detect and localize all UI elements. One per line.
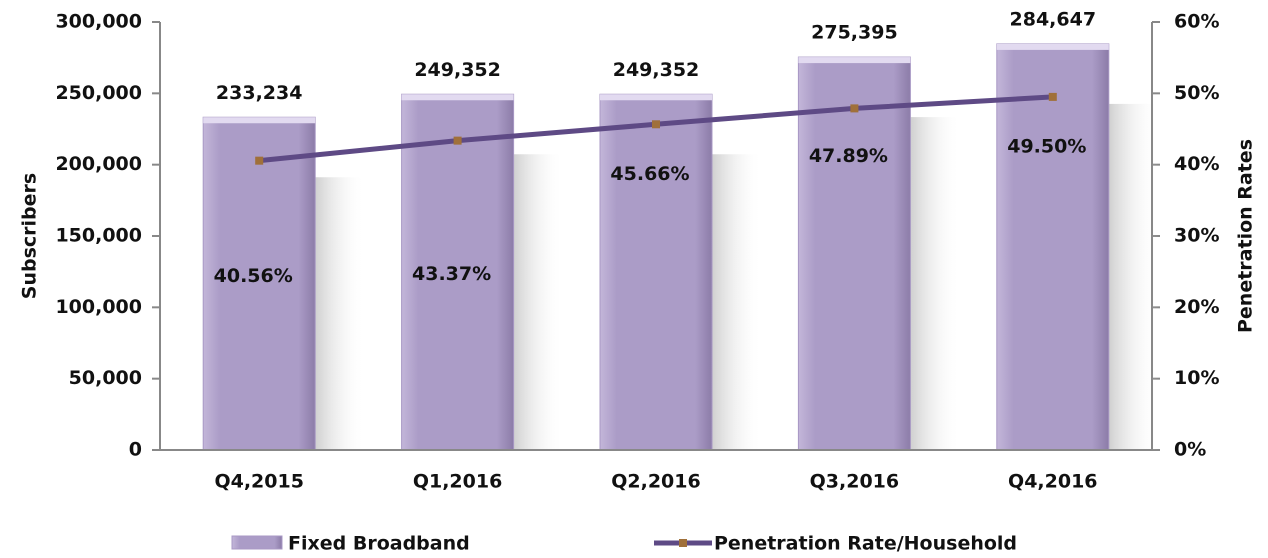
y2-tick-label: 40% xyxy=(1174,153,1219,175)
y-tick-label: 100,000 xyxy=(55,296,142,318)
y-tick-label: 300,000 xyxy=(55,11,142,33)
legend-marker xyxy=(679,539,687,547)
line-marker xyxy=(1048,92,1057,101)
legend-label: Penetration Rate/Household xyxy=(714,533,1017,555)
bar xyxy=(797,56,911,451)
bar-shadow xyxy=(910,117,961,450)
y2-tick-label: 10% xyxy=(1174,367,1219,389)
bar-label: 284,647 xyxy=(1010,8,1097,30)
bar-shadow xyxy=(712,154,762,450)
y-tick-label: 0 xyxy=(129,439,142,461)
bar-label: 249,352 xyxy=(613,59,700,81)
line-marker xyxy=(255,156,264,165)
bar-top xyxy=(203,117,316,124)
x-tick-label: Q3,2016 xyxy=(810,471,899,493)
y2-tick-label: 60% xyxy=(1174,11,1219,33)
bar xyxy=(996,43,1110,451)
y2-axis-title: Penetration Rates xyxy=(1235,139,1257,333)
x-tick-label: Q4,2016 xyxy=(1008,471,1097,493)
y-tick-label: 150,000 xyxy=(55,225,142,247)
legend-swatch-bar xyxy=(231,535,283,550)
x-tick-label: Q2,2016 xyxy=(611,471,700,493)
line-marker xyxy=(850,104,859,113)
bar-label: 233,234 xyxy=(216,82,303,104)
legend-label: Fixed Broadband xyxy=(288,533,470,555)
y2-tick-label: 30% xyxy=(1174,225,1219,247)
bar-top xyxy=(996,43,1109,50)
line-label: 45.66% xyxy=(610,163,689,185)
bar xyxy=(599,93,713,451)
line-label: 43.37% xyxy=(412,263,491,285)
bar xyxy=(401,93,515,451)
line-label: 40.56% xyxy=(214,265,293,287)
bar-label: 275,395 xyxy=(811,22,898,44)
bar-shadow xyxy=(513,154,564,450)
bar-top xyxy=(600,94,712,101)
bar-label: 249,352 xyxy=(414,59,501,81)
y-tick-label: 50,000 xyxy=(69,367,142,389)
line-marker xyxy=(453,136,462,145)
line-label: 47.89% xyxy=(809,145,888,167)
y2-tick-label: 50% xyxy=(1174,82,1219,104)
bar-shadow xyxy=(315,177,366,451)
y-tick-label: 250,000 xyxy=(55,82,142,104)
y-axis-title: Subscribers xyxy=(19,173,41,299)
y2-tick-label: 0% xyxy=(1174,439,1206,461)
bar xyxy=(202,116,316,451)
line-marker xyxy=(652,120,660,129)
line-label: 49.50% xyxy=(1007,135,1086,157)
x-tick-label: Q1,2016 xyxy=(413,471,502,493)
bar-shadow xyxy=(1108,103,1159,450)
x-tick-label: Q4,2015 xyxy=(214,471,303,493)
bar-top xyxy=(401,94,514,101)
y2-tick-label: 20% xyxy=(1174,296,1219,318)
bar-top xyxy=(798,57,911,64)
y-tick-label: 200,000 xyxy=(55,153,142,175)
